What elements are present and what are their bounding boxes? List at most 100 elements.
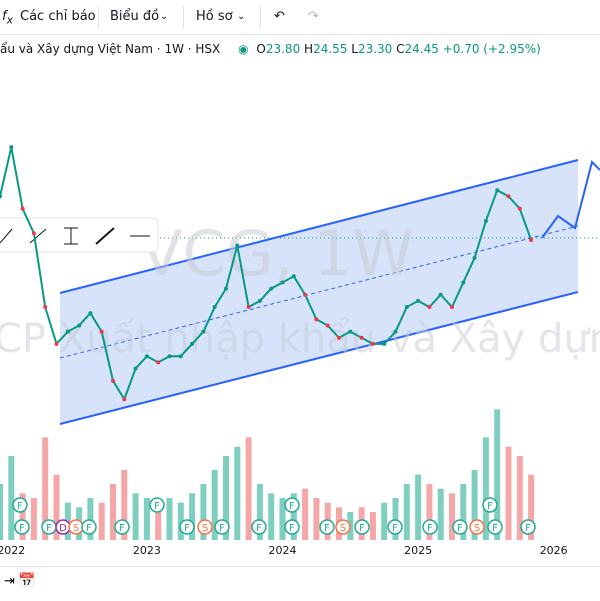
close-point [303,292,308,297]
value: 23.30 [357,42,393,56]
event-letter: S [73,523,79,534]
close-point [122,397,127,402]
close-point [257,298,262,303]
volume-bar [189,493,196,540]
close-point [506,194,511,199]
event-badge [214,519,230,535]
volume-bar [0,484,3,540]
close-point [111,378,115,383]
change: +0.70 (+2.95%) [442,42,541,56]
event-letter: F [324,523,330,534]
event-letter: F [17,501,23,512]
close-point [65,329,70,334]
indicators-button[interactable]: Các chỉ báo [20,9,96,24]
volume-bar [256,484,263,540]
volume-bar [223,456,229,540]
close-point [212,305,217,310]
close-point [348,329,353,334]
volume-bar [369,512,376,540]
x-tick-label: 2023 [133,544,161,557]
volume-bar [30,498,37,540]
volume-bar [8,456,15,540]
volume-bar [110,484,116,540]
calendar-icon[interactable]: 📅 [18,573,36,589]
value: 24.55 [313,42,348,56]
tool-icon[interactable] [95,227,115,245]
close-point [280,280,285,285]
event-letter: F [86,523,92,534]
event-badge [487,519,503,535]
close-point [517,206,522,211]
toolbar: fx Các chỉ báo Biểu đồ ⌄ Hồ sơ ⌄ ↶ ↷ [0,0,600,35]
event-badge [12,497,28,513]
close-point [370,341,375,346]
event-badge [482,497,498,513]
x-tick-label: 2022 [0,544,25,557]
projection [541,160,600,239]
separator [183,6,184,28]
undo[interactable]: ↶ [274,9,285,24]
price-line-series [0,146,533,402]
close-point [156,360,161,365]
redo[interactable]: ↷ [308,9,319,24]
profile-menu[interactable]: Hồ sơ [196,9,233,24]
event-letter: F [457,523,463,534]
close-point [201,329,206,334]
close-point [382,341,387,346]
watermark-company: CP Xuất nhập khẩu và Xây dựng V [0,316,600,362]
separator [98,6,99,28]
bottom-bar: ⇥ 📅 [0,566,600,601]
tool-icon[interactable] [29,228,47,244]
volume-bar [449,493,455,540]
chevron: ⌄ [160,11,169,22]
close-point [43,305,48,310]
volume-bar [403,484,410,540]
tool-icon[interactable] [64,227,78,245]
close-point [427,305,432,310]
volume-bar [268,493,275,540]
close-point [88,311,93,316]
tool-icon[interactable] [0,228,13,244]
close-point [77,323,82,328]
close-point [483,218,488,223]
volume-bar [313,498,320,540]
close-point [314,317,319,322]
x-tick-label: 2024 [269,544,297,557]
event-letter: D [59,523,67,534]
volume-bar [460,484,467,540]
label: C [396,42,405,56]
event-badge [335,519,351,535]
range-icon[interactable]: ⇥ [4,574,15,589]
volume-bar [53,474,60,540]
x-tick-label: 2026 [540,544,568,557]
close-point [190,341,195,346]
event-badge [520,519,536,535]
volume-bar [155,502,162,540]
close-point [269,286,274,291]
event-badge [387,519,403,535]
event-letter: F [487,501,493,512]
close-point [337,335,341,340]
volume-bar [177,502,184,540]
close-point [0,194,2,199]
tools-panel [0,217,159,253]
event-letter: S [340,523,346,534]
close-point [461,280,466,285]
volume-bar [234,446,241,540]
event-letter: S [202,523,208,534]
chart-menu[interactable]: Biểu đồ [110,9,160,24]
event-badge [81,519,97,535]
event-badge [284,519,300,535]
close-point [235,243,240,248]
value: 24.45 [404,42,439,56]
event-letter: F [525,523,531,534]
event-letter: F [19,523,25,534]
volume-bar [42,437,49,540]
event-badge [179,519,195,535]
volume-bar [279,498,286,540]
event-letter: F [46,523,52,534]
event-letter: F [119,523,125,534]
event-badge [251,519,267,535]
event-letter: F [256,523,262,534]
